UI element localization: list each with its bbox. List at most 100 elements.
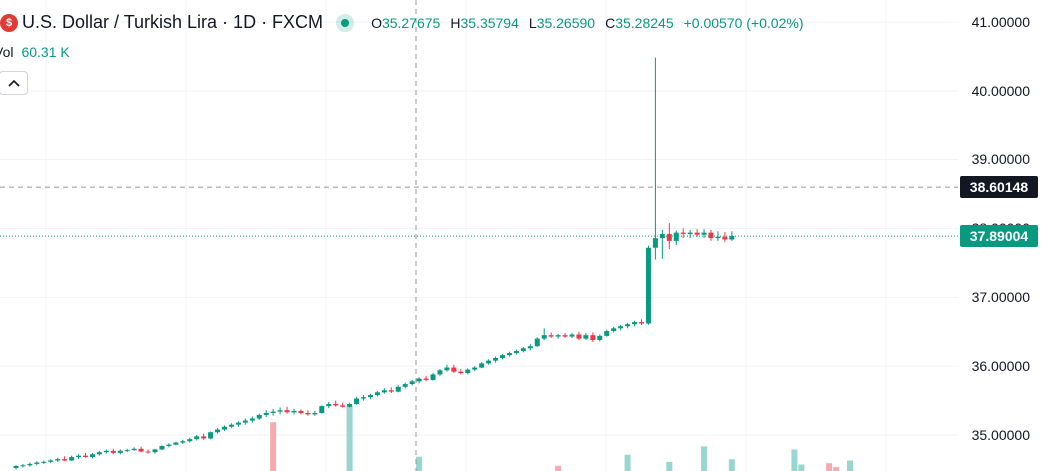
candle[interactable] <box>145 449 151 454</box>
candle[interactable] <box>395 385 401 393</box>
candle[interactable] <box>374 390 380 397</box>
candle[interactable] <box>347 402 353 408</box>
candle[interactable] <box>500 353 505 360</box>
candle[interactable] <box>110 448 116 455</box>
candle[interactable] <box>326 401 332 409</box>
candle[interactable] <box>632 320 638 327</box>
candle[interactable] <box>277 407 283 415</box>
candle[interactable] <box>166 443 172 448</box>
candle[interactable] <box>639 319 644 325</box>
candle[interactable] <box>13 465 19 470</box>
candle[interactable] <box>520 346 526 353</box>
symbol-title[interactable]: U.S. Dollar / Turkish Lira · 1D · FXCM <box>22 12 324 32</box>
market-status-icon[interactable] <box>341 18 350 27</box>
candle[interactable] <box>534 337 540 347</box>
candle[interactable] <box>270 408 276 416</box>
candle[interactable] <box>625 322 631 329</box>
candle[interactable] <box>228 423 234 429</box>
candle[interactable] <box>388 387 394 394</box>
candle[interactable] <box>235 421 241 427</box>
candle[interactable] <box>541 328 547 341</box>
candle[interactable] <box>48 459 54 464</box>
candle[interactable] <box>381 388 387 394</box>
candle[interactable] <box>194 435 200 441</box>
candle[interactable] <box>430 373 436 381</box>
candle[interactable] <box>312 410 318 416</box>
candle[interactable] <box>659 229 665 259</box>
candle[interactable] <box>256 413 262 420</box>
candle[interactable] <box>652 57 658 260</box>
candle[interactable] <box>284 406 290 414</box>
candle[interactable] <box>673 230 679 246</box>
candle[interactable] <box>472 366 478 371</box>
candle[interactable] <box>701 229 707 239</box>
candle[interactable] <box>159 445 165 451</box>
candle[interactable] <box>611 326 617 333</box>
candle[interactable] <box>152 448 158 454</box>
candle[interactable] <box>402 382 408 389</box>
candlestick-chart[interactable] <box>0 0 958 471</box>
candle[interactable] <box>694 229 700 237</box>
candle[interactable] <box>180 439 186 444</box>
candle[interactable] <box>423 375 429 382</box>
candle[interactable] <box>479 362 485 369</box>
candle[interactable] <box>69 455 75 462</box>
candle[interactable] <box>590 332 596 343</box>
candle[interactable] <box>117 449 123 455</box>
candle[interactable] <box>729 231 735 241</box>
candle[interactable] <box>340 402 346 408</box>
candle[interactable] <box>597 334 603 342</box>
candle[interactable] <box>437 368 443 376</box>
candle[interactable] <box>569 333 575 338</box>
candle[interactable] <box>361 395 366 401</box>
candle[interactable] <box>291 408 297 415</box>
candle[interactable] <box>76 454 82 460</box>
candle[interactable] <box>215 428 221 434</box>
candle[interactable] <box>20 463 26 468</box>
candle[interactable] <box>409 379 415 386</box>
candle[interactable] <box>208 431 214 440</box>
candle[interactable] <box>298 409 304 415</box>
candle[interactable] <box>333 400 339 407</box>
candle[interactable] <box>27 462 33 467</box>
candle[interactable] <box>618 324 624 331</box>
candle[interactable] <box>444 364 450 372</box>
candle[interactable] <box>367 393 373 400</box>
candle[interactable] <box>354 397 360 405</box>
candle[interactable] <box>96 450 102 456</box>
candle[interactable] <box>83 452 88 458</box>
candle[interactable] <box>62 456 68 462</box>
candle[interactable] <box>645 245 651 325</box>
candle[interactable] <box>722 231 728 243</box>
candle[interactable] <box>319 405 325 414</box>
candle[interactable] <box>41 460 47 464</box>
candle[interactable] <box>242 418 248 425</box>
candle[interactable] <box>124 448 130 453</box>
candle[interactable] <box>263 410 269 418</box>
candle[interactable] <box>416 377 422 384</box>
candle[interactable] <box>465 368 471 375</box>
chart-pane[interactable]: U.S. Dollar / Turkish Lira · 1D · FXCM O… <box>0 0 958 471</box>
candle[interactable] <box>680 228 686 239</box>
candle[interactable] <box>458 368 464 375</box>
candle[interactable] <box>506 351 512 357</box>
candle[interactable] <box>201 433 207 440</box>
candle[interactable] <box>173 441 179 446</box>
candle[interactable] <box>548 332 554 338</box>
candle[interactable] <box>103 449 109 454</box>
candle[interactable] <box>89 452 95 459</box>
candle[interactable] <box>604 329 610 337</box>
candle[interactable] <box>222 425 227 431</box>
candle[interactable] <box>34 461 40 466</box>
collapse-legend-button[interactable] <box>0 71 28 95</box>
candle[interactable] <box>249 416 255 423</box>
candle[interactable] <box>527 344 533 351</box>
candle[interactable] <box>486 359 492 365</box>
candle[interactable] <box>305 410 311 416</box>
price-axis[interactable]: 41.00000 40.00000 39.00000 38.00000 37.0… <box>958 0 1042 471</box>
candle[interactable] <box>451 364 457 374</box>
candle[interactable] <box>555 333 561 339</box>
candle[interactable] <box>138 446 144 453</box>
candle[interactable] <box>493 356 499 363</box>
candle[interactable] <box>562 333 568 338</box>
